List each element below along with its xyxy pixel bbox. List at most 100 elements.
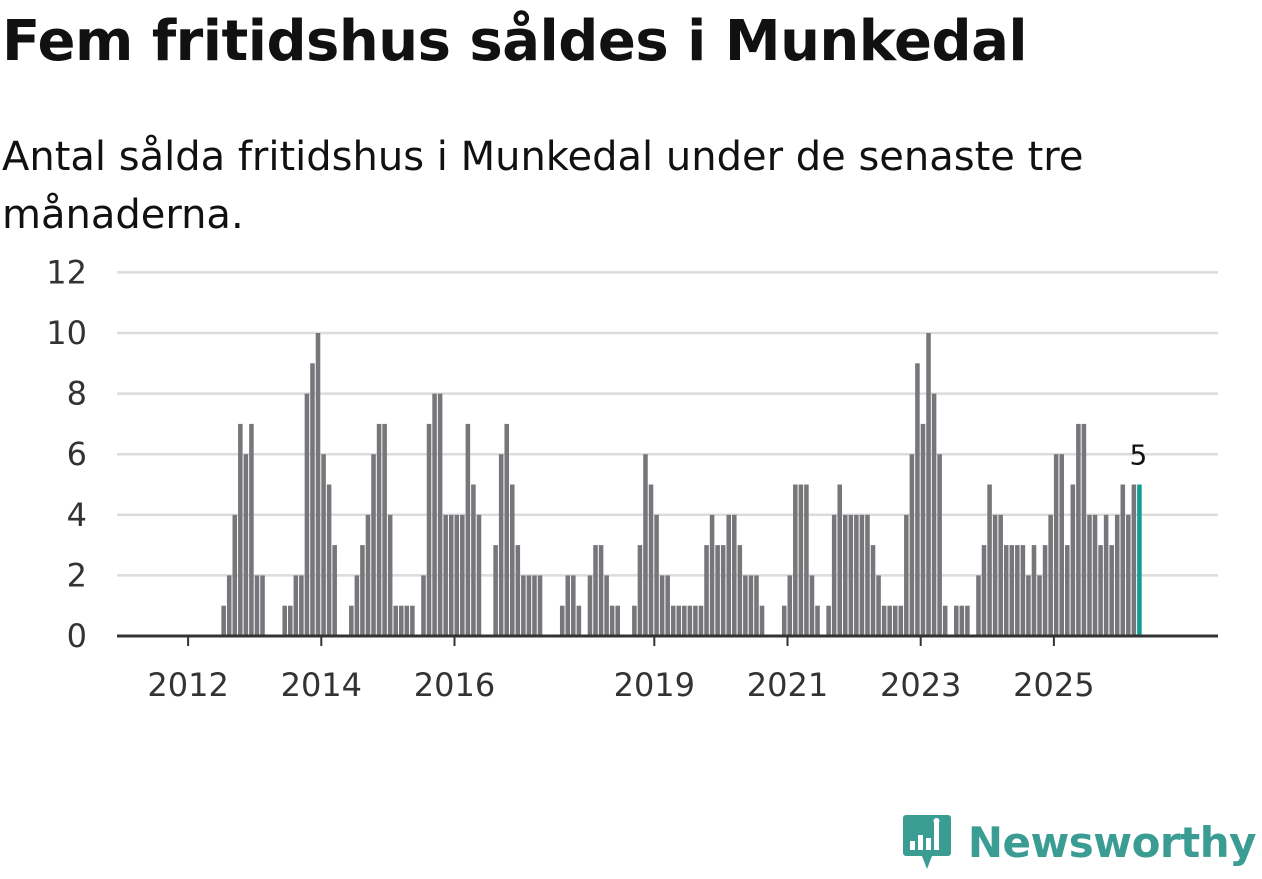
bar [659,575,665,636]
bar [293,575,299,636]
bar [332,545,337,636]
bar [454,514,460,636]
bar [1015,545,1020,636]
bar [698,605,704,636]
bar [1081,423,1087,636]
bar [1103,514,1109,636]
bar [648,484,654,636]
bar [632,605,637,636]
bar [887,605,892,636]
bar [371,454,376,636]
bar [226,575,232,636]
bar [854,514,859,636]
y-tick-label-10: 10 [46,314,87,352]
bar [1037,575,1042,636]
bar [1026,575,1031,636]
bar [754,575,759,636]
bar [759,605,765,636]
bar [720,545,726,636]
bar [1070,484,1076,636]
newsworthy-logo-icon [902,815,951,869]
bar [798,484,804,636]
bar [504,423,509,636]
bar [587,575,593,636]
x-tick-label-2021: 2021 [747,666,828,704]
x-tick-label-2023: 2023 [880,666,961,704]
x-tick-label-2025: 2025 [1013,666,1094,704]
bar [326,484,332,636]
bar [804,484,809,636]
bar [1092,514,1098,636]
bar [942,605,948,636]
bar [349,605,354,636]
bar [987,484,992,636]
bar [365,514,371,636]
bar [299,575,304,636]
bar [515,545,521,636]
bar [1065,545,1070,636]
bar [732,514,737,636]
bar [382,423,387,636]
bars [221,333,1142,636]
bar [460,514,465,636]
bar [476,514,482,636]
bar [704,545,709,636]
bar [898,605,904,636]
bar [676,605,682,636]
bar [493,545,498,636]
bar [1126,514,1131,636]
bar [221,605,226,636]
bar [1076,423,1081,636]
bar [637,545,643,636]
bar [537,575,543,636]
y-tick-label-0: 0 [67,617,87,655]
bar [748,575,754,636]
bar [682,605,687,636]
bar [1114,514,1120,636]
bar [1053,454,1059,636]
bar [465,423,471,636]
bar [615,605,620,636]
bar [521,575,526,636]
bar [915,363,920,636]
newsworthy-logo: Newsworthy [902,813,1257,871]
bar [693,605,698,636]
bar [920,423,926,636]
bar [687,605,693,636]
bar [571,575,576,636]
bar [726,514,731,636]
bar [249,423,254,636]
bar [1048,514,1053,636]
bar [909,454,915,636]
bar [976,575,981,636]
bar [904,514,909,636]
bar [715,545,720,636]
bar [1131,484,1137,636]
bar [604,575,609,636]
bar [843,514,848,636]
bar [643,454,648,636]
bar [1059,454,1064,636]
bar [665,575,670,636]
bar [1087,514,1092,636]
chart-title: Fem fritidshus såldes i Munkedal [2,9,1028,74]
bar [787,575,793,636]
bar [881,605,887,636]
y-tick-label-8: 8 [67,375,87,413]
bar [593,545,598,636]
bar [865,514,870,636]
bar [260,575,265,636]
bar [837,484,842,636]
bar [565,575,571,636]
brand-name: Newsworthy [967,817,1257,867]
bar [815,605,820,636]
bar [831,514,837,636]
bar [926,333,931,636]
bar [709,514,715,636]
bar [498,454,504,636]
bar [826,605,831,636]
bar [387,514,393,636]
bar [781,605,787,636]
bar [959,605,965,636]
bar [448,514,454,636]
